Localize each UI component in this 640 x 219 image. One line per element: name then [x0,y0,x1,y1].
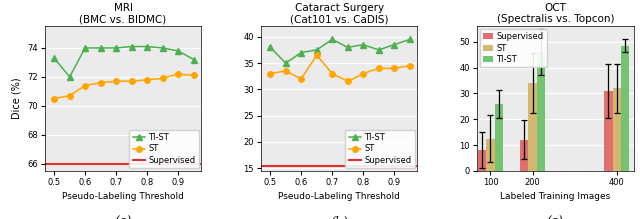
Title: Cataract Surgery
(Cat101 vs. CaDIS): Cataract Surgery (Cat101 vs. CaDIS) [290,2,388,24]
Title: OCT
(Spectralis vs. Topcon): OCT (Spectralis vs. Topcon) [497,2,614,24]
TI-ST [143,45,151,48]
X-axis label: Pseudo-Labeling Threshold: Pseudo-Labeling Threshold [278,192,400,201]
ST [190,74,198,77]
TI-ST [406,38,413,41]
ST [344,80,351,83]
TI-ST [174,49,182,52]
ST [375,67,383,70]
TI-ST [159,47,166,49]
Bar [621,46,629,171]
Line: ST: ST [268,52,413,84]
ST [313,54,321,57]
TI-ST [190,58,198,61]
ST [112,80,120,83]
Y-axis label: Dice (%): Dice (%) [12,78,22,119]
TI-ST [344,46,351,49]
Line: ST: ST [51,71,196,101]
ST [159,77,166,80]
Legend: Supervised, ST, TI-ST: Supervised, ST, TI-ST [479,29,547,67]
TI-ST [81,47,89,49]
ST [81,84,89,87]
ST [328,72,336,75]
Text: (b): (b) [330,216,348,219]
Legend: TI-ST, ST, Supervised: TI-ST, ST, Supervised [129,130,199,168]
Legend: TI-ST, ST, Supervised: TI-ST, ST, Supervised [346,130,415,168]
ST [282,70,289,72]
TI-ST [266,46,274,49]
ST [390,67,398,70]
Bar [537,52,545,171]
Text: (c): (c) [547,216,564,219]
TI-ST [282,62,289,64]
TI-ST [298,51,305,54]
ST [360,72,367,75]
X-axis label: Labeled Training Images: Labeled Training Images [500,192,611,201]
ST [266,72,274,75]
Bar [529,83,537,171]
ST [298,78,305,80]
X-axis label: Pseudo-Labeling Threshold: Pseudo-Labeling Threshold [62,192,184,201]
Line: TI-ST: TI-ST [51,44,196,80]
TI-ST [360,43,367,46]
ST [128,80,136,83]
TI-ST [128,45,136,48]
TI-ST [112,47,120,49]
Bar [486,139,495,171]
ST [97,81,104,84]
Bar [612,88,621,171]
TI-ST [375,49,383,51]
ST [143,78,151,81]
Bar [495,104,503,171]
TI-ST [328,38,336,41]
TI-ST [313,49,321,51]
TI-ST [51,57,58,59]
Bar [520,140,529,171]
Text: (a): (a) [115,216,132,219]
Title: MRI
(BMC vs. BIDMC): MRI (BMC vs. BIDMC) [79,2,167,24]
ST [174,73,182,75]
Bar [604,91,612,171]
Bar [478,150,486,171]
TI-ST [66,76,74,78]
ST [66,94,74,97]
TI-ST [97,47,104,49]
Line: TI-ST: TI-ST [268,37,413,66]
ST [51,97,58,100]
ST [406,64,413,67]
TI-ST [390,43,398,46]
